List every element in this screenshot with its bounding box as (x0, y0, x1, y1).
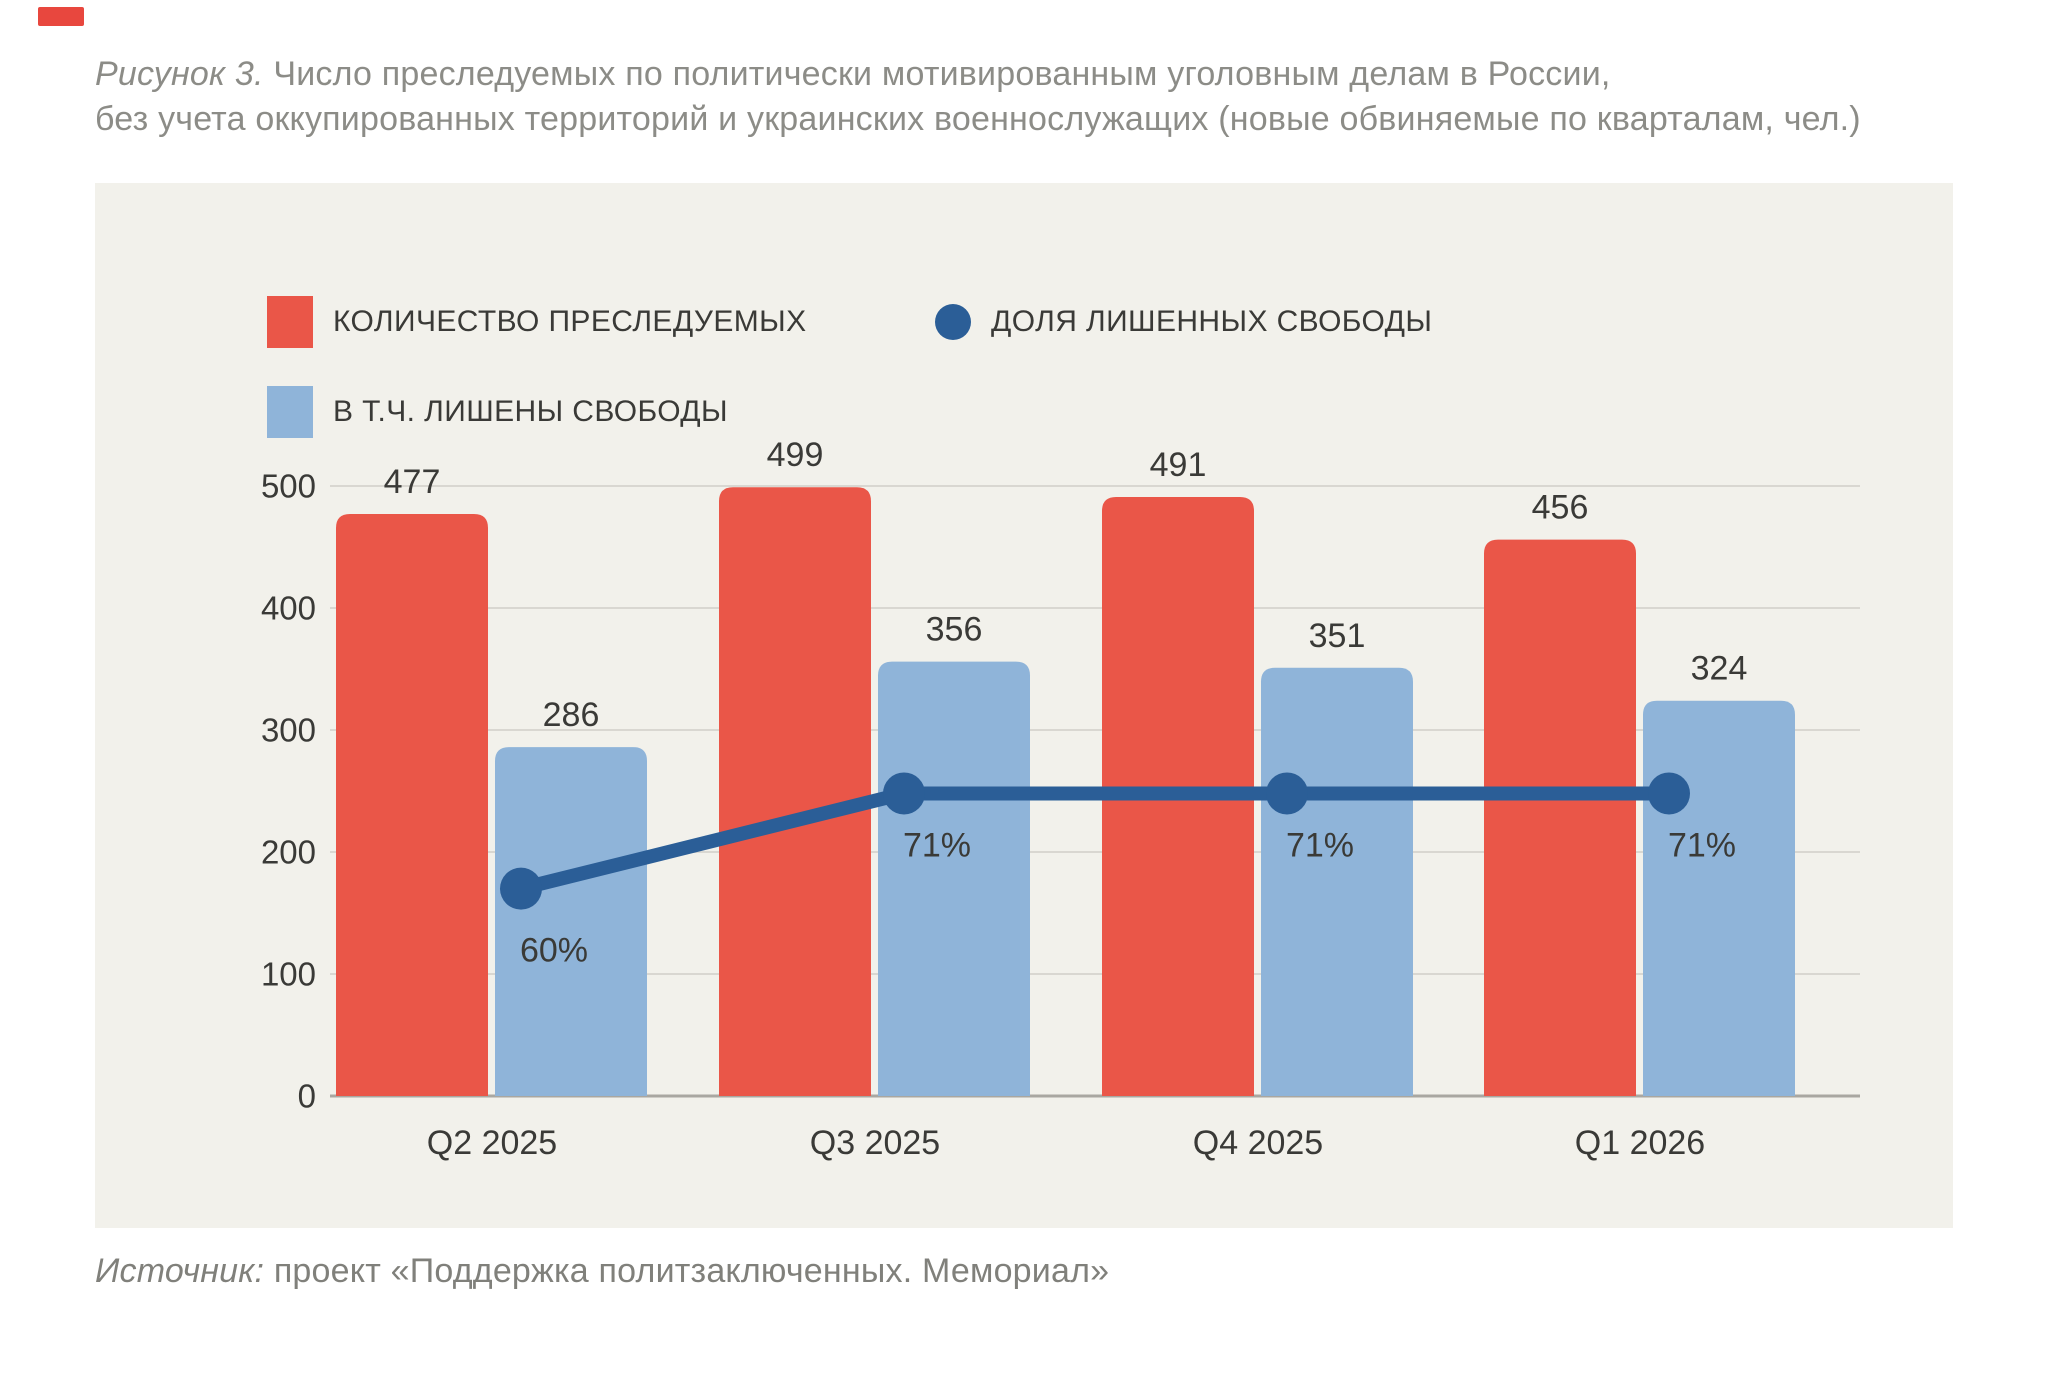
bar-prosecuted-2-value-label: 491 (1150, 446, 1207, 484)
source-line: Источник: проект «Поддержка политзаключе… (95, 1252, 1109, 1291)
bar-prosecuted-3 (1484, 539, 1636, 1096)
legend-label-prosecuted: КОЛИЧЕСТВО ПРЕСЛЕДУЕМЫХ (333, 305, 807, 338)
bar-prosecuted-1 (719, 487, 871, 1097)
bar-deprived-1-value-label: 356 (926, 611, 983, 649)
share-label-0: 60% (520, 932, 588, 970)
legend-dot-icon (935, 304, 971, 340)
legend-label-share-deprived: ДОЛЯ ЛИШЕННЫХ СВОБОДЫ (991, 305, 1433, 338)
red-flag-logo (38, 7, 84, 26)
bar-deprived-1 (878, 661, 1030, 1096)
bar-deprived-2-value-label: 351 (1309, 617, 1366, 655)
legend-item-share-deprived: ДОЛЯ ЛИШЕННЫХ СВОБОДЫ (935, 304, 1432, 340)
figure-title-line1: Рисунок 3. Число преследуемых по политич… (95, 55, 1611, 93)
bar-deprived-0-value-label: 286 (543, 696, 600, 734)
share-line (514, 786, 1676, 896)
share-label-1: 71% (903, 826, 971, 864)
bar-prosecuted-1-value-label: 499 (767, 436, 824, 474)
share-line-marker-3 (1648, 772, 1690, 815)
source-text: проект «Поддержка политзаключенных. Мемо… (264, 1252, 1110, 1290)
y-tick-label-200: 200 (261, 834, 316, 871)
bar-prosecuted-3-value-label: 456 (1532, 489, 1589, 527)
legend-item-prosecuted: КОЛИЧЕСТВО ПРЕСЛЕДУЕМЫХ (267, 296, 807, 348)
y-tick-label-300: 300 (261, 712, 316, 749)
share-line-marker-2 (1266, 772, 1308, 815)
x-tick-label-0: Q2 2025 (427, 1124, 557, 1162)
legend-swatch-blue (267, 386, 313, 438)
share-label-3: 71% (1668, 826, 1736, 864)
figure-number: Рисунок 3. (95, 55, 264, 93)
source-prefix: Источник: (95, 1252, 265, 1290)
bar-deprived-2 (1261, 667, 1413, 1096)
y-tick-label-0: 0 (298, 1078, 316, 1115)
bar-deprived-0 (495, 747, 647, 1096)
figure-title-line2: без учета оккупированных территорий и ук… (95, 100, 1861, 138)
share-line-marker-1 (883, 772, 925, 815)
bar-prosecuted-0 (336, 514, 488, 1096)
share-line-marker-0 (500, 867, 542, 910)
bar-deprived-3-value-label: 324 (1691, 650, 1748, 688)
legend-item-deprived: В Т.Ч. ЛИШЕНЫ СВОБОДЫ (267, 386, 728, 438)
y-tick-label-100: 100 (261, 956, 316, 993)
x-tick-label-2: Q4 2025 (1193, 1124, 1323, 1162)
figure-title: Рисунок 3. Число преследуемых по политич… (95, 52, 1861, 142)
share-label-2: 71% (1286, 826, 1354, 864)
legend-label-deprived: В Т.Ч. ЛИШЕНЫ СВОБОДЫ (333, 395, 728, 428)
legend-swatch-red (267, 296, 313, 348)
x-tick-label-1: Q3 2025 (810, 1124, 940, 1162)
bar-deprived-3 (1643, 700, 1795, 1096)
bar-prosecuted-0-value-label: 477 (384, 463, 441, 501)
y-tick-label-400: 400 (261, 590, 316, 627)
y-tick-label-500: 500 (261, 468, 316, 505)
x-tick-label-3: Q1 2026 (1575, 1124, 1705, 1162)
